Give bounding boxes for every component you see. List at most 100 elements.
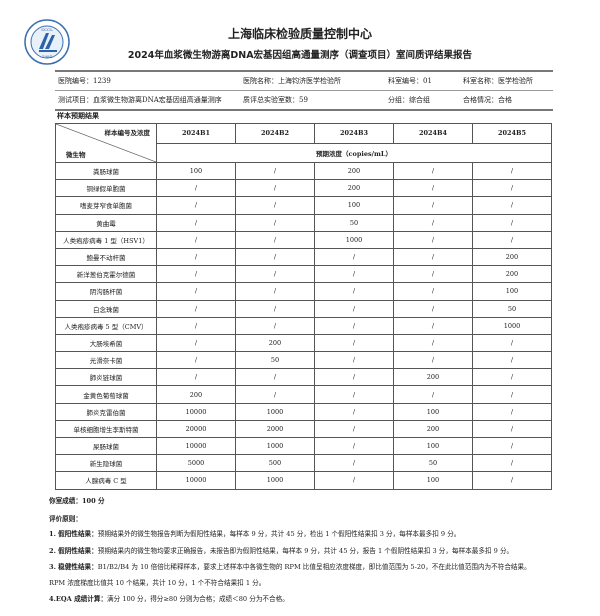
table-row: 鲍曼不动杆菌 / / //200 <box>55 247 552 267</box>
concentration-cell: / <box>393 179 473 198</box>
concentration-cell: / <box>314 402 394 421</box>
concentration-cell: 1000 <box>472 316 552 335</box>
concentration-cell: / <box>472 454 552 473</box>
table-row: 白念珠菌 / / //50 <box>55 299 552 318</box>
concentration-cell: / <box>156 213 236 232</box>
pass-status: 合格情况：合格 <box>463 96 512 104</box>
concentration-cell: / <box>472 179 552 198</box>
table-row: 黄曲霉 //50// <box>55 213 552 232</box>
concentration-cell: / <box>156 351 236 370</box>
table-row: 新洋葱伯克霍尔德菌 / / //200 <box>55 265 552 284</box>
concentration-cell: 5000 <box>156 454 236 473</box>
concentration-cell: / <box>314 385 394 404</box>
table-row: 新生隐球菌 5000 500/50/ <box>55 454 552 473</box>
concentration-cell: / <box>472 436 552 456</box>
expected-results-table: 样本编号及浓度 微生物 2024B1 2024B2 2024B3 2024B4 2… <box>55 123 552 490</box>
microorganism-cell: 屎肠球菌 <box>55 436 157 456</box>
concentration-cell: / <box>156 265 236 284</box>
concentration-cell: 50 <box>235 351 315 370</box>
concentration-cell: / <box>314 333 394 353</box>
total-labs: 质评总实验室数：59 <box>243 96 308 104</box>
sample-header: 2024B1 <box>156 123 236 144</box>
table-row: 屎肠球菌 10000 1000/100/ <box>55 436 552 456</box>
concentration-cell: / <box>314 454 394 473</box>
concentration-cell: / <box>235 265 315 284</box>
concentration-cell: 50 <box>393 454 473 473</box>
concentration-cell: / <box>393 333 473 353</box>
concentration-cell: 200 <box>235 333 315 353</box>
microorganism-cell: 新生隐球菌 <box>55 454 157 473</box>
microorganism-cell: 人类疱疹病毒 5 型（CMV） <box>55 316 157 335</box>
microorganism-cell: 大肠埃希菌 <box>55 333 157 353</box>
concentration-cell: 50 <box>314 213 394 232</box>
dept-id: 科室编号：01 <box>388 77 432 85</box>
hospital-name: 医院名称：上海钧济医学检验所 <box>243 77 341 85</box>
table-row: 光滑奈卡菌/50// / <box>55 351 552 370</box>
corner-bottom: 微生物 <box>66 151 86 159</box>
concentration-cell: / <box>235 230 315 249</box>
lab-score: 你室成绩：100 分 <box>49 497 105 505</box>
concentration-cell: / <box>156 333 236 353</box>
microorganism-cell: 肺炎链球菌 <box>55 368 157 387</box>
concentration-cell: / <box>314 282 394 301</box>
criteria-title: 评价原则： <box>49 515 82 523</box>
concentration-cell: / <box>314 265 394 284</box>
concentration-cell: / <box>472 161 552 181</box>
concentration-cell: 200 <box>472 247 552 267</box>
concentration-cell: / <box>472 213 552 232</box>
table-row: 人腺病毒 C 型 10000 1000/100/ <box>55 471 552 490</box>
concentration-cell: / <box>314 436 394 456</box>
concentration-cell: / <box>472 351 552 370</box>
microorganism-cell: 鲍曼不动杆菌 <box>55 247 157 267</box>
concentration-cell: 200 <box>393 419 473 439</box>
concentration-cell: / <box>235 247 315 267</box>
microorganism-cell: 新洋葱伯克霍尔德菌 <box>55 265 157 284</box>
concentration-cell: / <box>393 299 473 318</box>
corner-top: 样本编号及浓度 <box>104 129 151 137</box>
concentration-cell: / <box>314 368 394 387</box>
microorganism-cell: 单核细胞增生李斯特菌 <box>55 419 157 439</box>
concentration-cell: 100 <box>393 402 473 421</box>
rule-label: 4.EQA 成绩计算： <box>49 595 108 603</box>
concentration-cell: / <box>314 419 394 439</box>
table-row: 粪肠球菌 100/200// <box>55 161 552 181</box>
table-row: 阴沟肠杆菌 / / //100 <box>55 282 552 301</box>
concentration-cell: / <box>235 282 315 301</box>
microorganism-cell: 人类疱疹病毒 1 型（HSV1） <box>55 230 157 249</box>
rule-text: 满分 100 分，得分≥80 分则为合格；成绩＜80 分为不合格。 <box>107 595 289 603</box>
table-row: 人类疱疹病毒 1 型（HSV1） //1000// <box>55 230 552 249</box>
concentration-cell: / <box>393 265 473 284</box>
concentration-cell: 100 <box>156 161 236 181</box>
section-title: 样本预期结果 <box>57 111 99 120</box>
microorganism-cell: 肺炎克雷伯菌 <box>55 402 157 421</box>
concentration-cell: 200 <box>472 265 552 284</box>
concentration-cell: / <box>235 316 315 335</box>
concentration-cell: 2000 <box>235 419 315 439</box>
concentration-cell: / <box>235 368 315 387</box>
rule-text: RPM 浓度梯度比值共 10 个结果，共计 10 分，1 个不符合结果扣 1 分… <box>49 579 266 587</box>
concentration-cell: 100 <box>314 196 394 215</box>
table-row: 金黄色葡萄球菌 200// / / <box>55 385 552 404</box>
concentration-cell: / <box>235 179 315 198</box>
table-row: 铜绿假单胞菌 //200// <box>55 179 552 198</box>
concentration-cell: 10000 <box>156 436 236 456</box>
concentration-cell: 200 <box>314 179 394 198</box>
criteria-rule: 4.EQA 成绩计算：满分 100 分，得分≥80 分则为合格；成绩＜80 分为… <box>49 593 289 603</box>
sample-header: 2024B5 <box>472 123 552 144</box>
table-row: 肺炎克雷伯菌 10000 1000/100/ <box>55 402 552 421</box>
corner-header: 样本编号及浓度微生物 <box>55 123 157 163</box>
info-table: 医院编号：1239 医院名称：上海钧济医学检验所 科室编号：01 科室名称：医学… <box>55 70 553 111</box>
test-item: 测试项目：血浆微生物游离DNA宏基因组高通量测序 <box>58 96 222 104</box>
concentration-cell: / <box>314 247 394 267</box>
concentration-cell: / <box>472 333 552 353</box>
concentration-cell: / <box>472 230 552 249</box>
svg-text:SCCL: SCCL <box>41 27 53 32</box>
rule-text: B1/B2/B4 为 10 倍倍比稀释样本，要求上述样本中各微生物的 RPM 比… <box>97 563 531 571</box>
svg-text:1984: 1984 <box>42 54 53 59</box>
concentration-cell: 200 <box>314 161 394 181</box>
microorganism-cell: 光滑奈卡菌 <box>55 351 157 370</box>
microorganism-cell: 黄曲霉 <box>55 213 157 232</box>
criteria-rule: 1. 假阳性结果：预期结果外的微生物报告判断为假阳性结果，每样本 9 分，共计 … <box>49 528 460 538</box>
concentration-cell: 10000 <box>156 471 236 490</box>
